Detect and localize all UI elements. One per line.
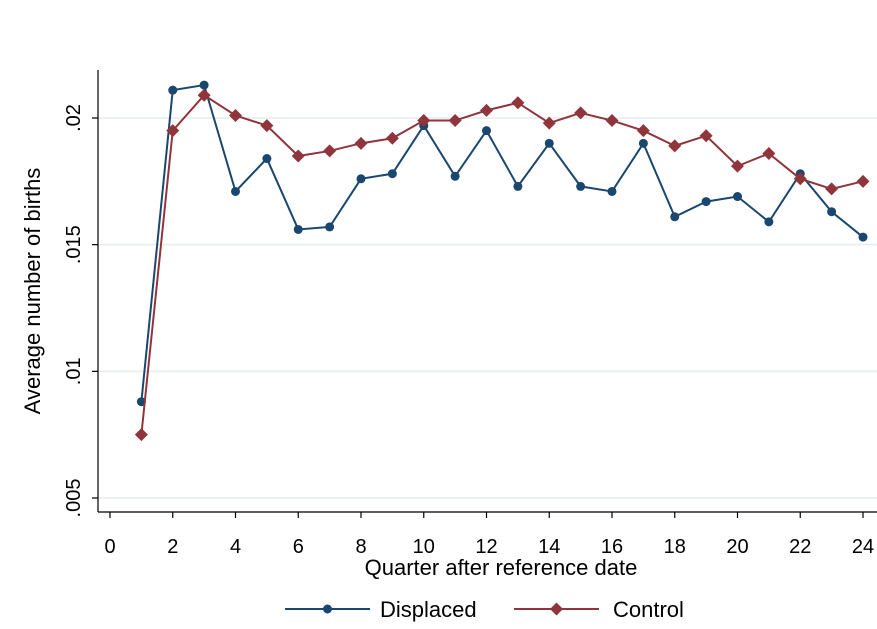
data-point-displaced-5 [262,154,272,164]
x-tick-label-2: 4 [230,536,241,558]
series-displaced [136,80,868,407]
data-point-displaced-15 [576,181,586,191]
x-tick-label-1: 2 [167,536,178,558]
legend-marker-control [550,602,563,616]
x-tick-label-10: 20 [726,536,748,558]
legend-label-displaced: Displaced [380,597,477,622]
data-point-displaced-9 [387,169,397,179]
legend-label-control: Control [613,597,684,622]
legend-item-displaced: Displaced [285,597,477,622]
data-point-displaced-4 [231,186,240,196]
data-point-control-18 [668,139,682,153]
data-point-displaced-11 [450,171,460,181]
x-tick-label-0: 0 [104,536,115,558]
x-tick-label-5: 10 [413,536,435,558]
data-point-control-2 [166,124,180,138]
y-tick-label-3: .02 [63,104,85,132]
data-point-control-12 [480,103,493,117]
data-point-control-21 [762,146,776,160]
y-tick-label-1: .01 [63,357,85,385]
x-tick-label-7: 14 [538,536,560,558]
x-tick-label-3: 6 [293,536,304,558]
x-tick-label-8: 16 [601,536,623,558]
data-point-displaced-16 [607,186,617,196]
data-point-control-13 [511,96,525,110]
data-point-control-22 [793,172,807,186]
axes: .005.01.015.020 2 4 6 8 10 12 14 16 18 20 22 24 [63,70,877,558]
data-point-displaced-2 [168,85,178,95]
x-tick-label-4: 8 [355,536,366,558]
series-line-displaced [140,83,864,402]
y-tick-label-0: .005 [63,479,85,518]
y-tick-label-2: .015 [63,225,85,264]
data-point-displaced-3 [199,80,209,90]
data-point-displaced-13 [513,181,523,191]
x-axis-label: Quarter after reference date [365,555,638,580]
data-point-displaced-6 [293,224,303,234]
data-point-control-19 [699,129,713,143]
data-point-displaced-8 [356,174,366,184]
data-point-control-14 [542,116,556,130]
data-point-displaced-17 [638,138,648,148]
data-point-control-3 [197,88,211,102]
data-point-control-4 [229,108,242,122]
data-point-control-17 [636,124,650,138]
data-point-displaced-23 [827,207,837,217]
x-tick-label-12: 24 [852,536,874,558]
data-point-control-5 [260,119,274,133]
data-point-control-20 [731,159,744,173]
data-point-control-6 [291,149,305,163]
legend: Displaced Control [285,597,684,622]
data-point-control-9 [385,131,399,145]
data-point-displaced-20 [733,192,742,202]
gridlines [98,117,877,499]
data-point-control-1 [134,428,148,442]
data-point-control-23 [825,182,839,196]
data-point-displaced-18 [670,212,680,222]
series-layer [134,80,870,442]
x-tick-label-11: 22 [789,536,811,558]
data-point-control-10 [417,114,431,128]
data-point-displaced-24 [858,232,868,242]
data-point-control-24 [856,174,870,188]
data-point-displaced-14 [544,138,554,148]
data-point-displaced-19 [701,197,711,207]
x-tick-label-9: 18 [664,536,686,558]
legend-marker-displaced [323,604,332,614]
data-point-control-11 [448,114,462,128]
data-point-control-8 [354,136,368,150]
data-point-displaced-7 [325,222,335,232]
data-point-displaced-21 [764,217,774,227]
data-point-control-7 [323,144,337,158]
series-control [134,88,870,442]
x-tick-label-6: 12 [475,536,497,558]
data-point-control-15 [574,106,588,120]
data-point-control-16 [605,114,619,128]
legend-item-control: Control [514,597,684,622]
data-point-displaced-12 [482,126,491,136]
y-axis-label: Average number of births [20,168,45,415]
series-line-control [140,93,864,435]
